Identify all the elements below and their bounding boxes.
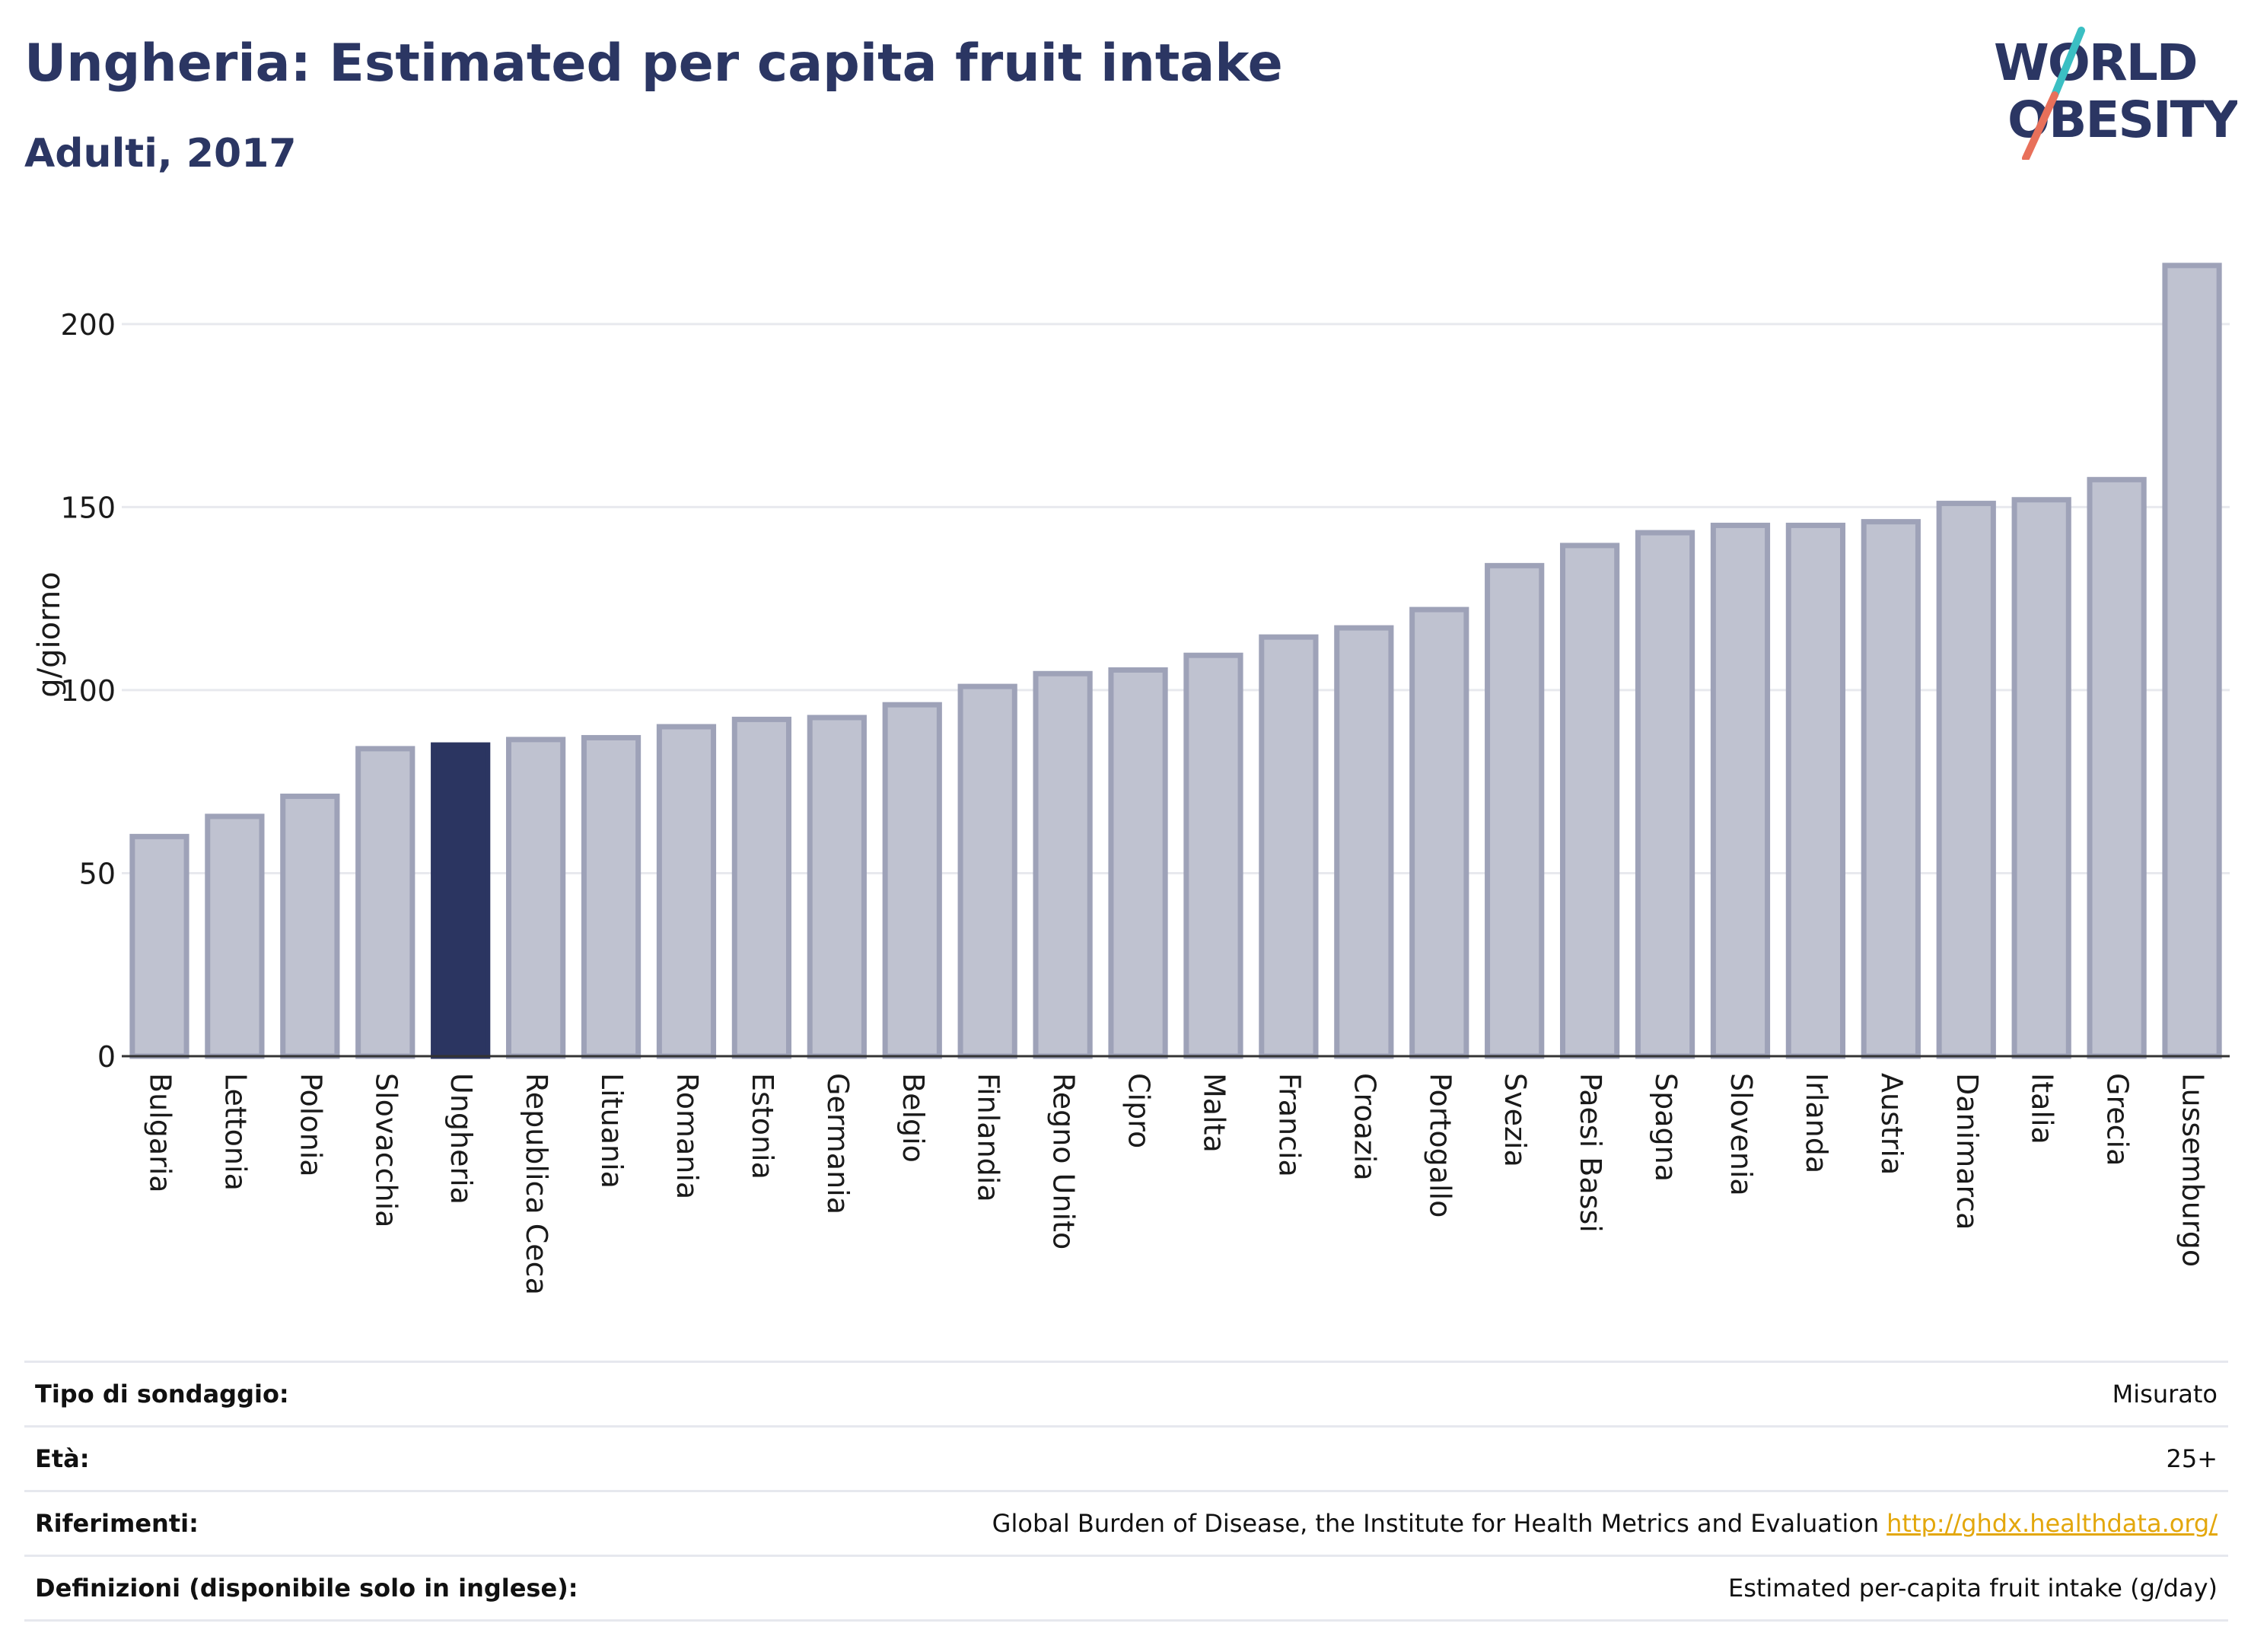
y-tick-label: 0 (97, 1040, 116, 1074)
bar-danimarca (1936, 501, 1996, 1059)
x-tick-label: Lituania (595, 1073, 629, 1189)
x-tick-label: Slovacchia (369, 1073, 403, 1227)
bar-lituania (581, 734, 642, 1059)
x-tick-label: Germania (821, 1073, 855, 1214)
bar-francia (1259, 634, 1319, 1059)
x-tick-label: Bulgaria (143, 1073, 177, 1193)
x-tick-label: Francia (1272, 1073, 1306, 1177)
bar-lettonia (205, 813, 265, 1059)
info-label: Tipo di sondaggio: (35, 1380, 289, 1408)
x-tick-label: Cipro (1122, 1073, 1156, 1148)
x-tick-label: Regno Unito (1047, 1073, 1081, 1249)
chart-title: Ungheria: Estimated per capita fruit int… (24, 33, 1283, 94)
logo-slash-top (2051, 27, 2085, 99)
bar-austria (1861, 519, 1921, 1059)
y-tick-label: 100 (60, 674, 116, 708)
info-value: Misurato (2112, 1380, 2218, 1408)
x-tick-label: Romania (670, 1073, 704, 1199)
bar-slovenia (1710, 522, 1771, 1059)
x-tick-label: Paesi Bassi (1574, 1073, 1607, 1233)
y-tick-labels: 0 50 100 150 200 (60, 308, 116, 1074)
info-row-age: Età: 25+ (24, 1425, 2228, 1490)
bar-slovacchia (355, 746, 415, 1059)
bar-lussemburgo (2162, 263, 2222, 1059)
bar-spagna (1635, 530, 1695, 1059)
x-tick-label: Republica Ceca (520, 1073, 553, 1295)
info-row-survey: Tipo di sondaggio: Misurato (24, 1361, 2228, 1425)
x-tick-label: Danimarca (1950, 1073, 1984, 1230)
x-tick-label: Spagna (1649, 1073, 1683, 1182)
info-value: 25+ (2166, 1444, 2218, 1473)
bar-regno-unito (1033, 670, 1093, 1059)
x-tick-label: Slovenia (1724, 1073, 1758, 1196)
bar-bulgaria (129, 833, 189, 1059)
world-obesity-logo: WORLD OBESITY (1994, 27, 2237, 160)
y-tick-label: 200 (60, 308, 116, 342)
bar-croazia (1334, 625, 1394, 1059)
x-tick-label: Italia (2026, 1073, 2059, 1144)
bar-romania (656, 724, 717, 1059)
info-row-references: Riferimenti: Global Burden of Disease, t… (24, 1490, 2228, 1555)
y-tick-label: 150 (60, 491, 116, 524)
bar-cipro (1108, 667, 1168, 1059)
info-table: Tipo di sondaggio: Misurato Età: 25+ Rif… (24, 1361, 2228, 1622)
x-tick-label: Belgio (896, 1073, 930, 1163)
bar-belgio (882, 702, 942, 1059)
x-tick-label: Svezia (1498, 1073, 1532, 1167)
info-label: Età: (35, 1444, 90, 1473)
bar-layer (129, 263, 2222, 1059)
x-tick-label: Croazia (1348, 1073, 1381, 1181)
chart-subtitle: Adulti, 2017 (24, 131, 297, 177)
bar-estonia (731, 716, 792, 1059)
x-tick-label: Lussemburgo (2176, 1073, 2210, 1267)
x-tick-label: Lettonia (218, 1073, 252, 1191)
logo-line1: WORLD (1994, 33, 2197, 92)
x-tick-label: Irlanda (1800, 1073, 1833, 1173)
bar-paesi-bassi (1559, 543, 1620, 1059)
bar-irlanda (1785, 522, 1846, 1059)
bar-ungheria (431, 742, 491, 1059)
y-tick-label: 50 (79, 857, 116, 890)
x-tick-label: Ungheria (444, 1073, 478, 1205)
info-row-definitions: Definizioni (disponibile solo in inglese… (24, 1555, 2228, 1622)
x-tick-label: Austria (1875, 1073, 1909, 1175)
bar-chart: 0 50 100 150 200 Bulgaria Lettonia Polonia Slov… (32, 263, 2230, 1295)
x-tick-label: Malta (1197, 1073, 1231, 1153)
logo-slash-bottom (2022, 91, 2058, 160)
bar-malta (1183, 652, 1243, 1059)
x-tick-label: Polonia (294, 1073, 327, 1177)
x-tick-label: Grecia (2101, 1073, 2135, 1166)
bar-portogallo (1409, 606, 1469, 1059)
bar-polonia (280, 793, 340, 1059)
info-value: Estimated per-capita fruit intake (g/day… (1727, 1574, 2218, 1603)
reference-link[interactable]: http://ghdx.healthdata.org/ (1886, 1509, 2218, 1538)
x-tick-label: Portogallo (1423, 1073, 1457, 1218)
y-axis-label: g/giorno (32, 571, 67, 697)
x-tick-label: Estonia (746, 1073, 779, 1179)
info-label: Riferimenti: (35, 1509, 199, 1538)
bar-svezia (1485, 562, 1545, 1059)
bar-republica-ceca (505, 737, 566, 1059)
bar-finlandia (957, 683, 1017, 1059)
info-value: Global Burden of Disease, the Institute … (992, 1509, 1880, 1538)
x-tick-labels: Bulgaria Lettonia Polonia Slovacchia Ungheri… (143, 1073, 2209, 1295)
bar-italia (2011, 497, 2071, 1059)
x-tick-label: Finlandia (972, 1073, 1005, 1202)
info-value-group: Global Burden of Disease, the Institute … (992, 1509, 2218, 1538)
bar-grecia (2087, 476, 2147, 1059)
bar-germania (807, 715, 867, 1059)
info-label: Definizioni (disponibile solo in inglese… (35, 1574, 578, 1603)
